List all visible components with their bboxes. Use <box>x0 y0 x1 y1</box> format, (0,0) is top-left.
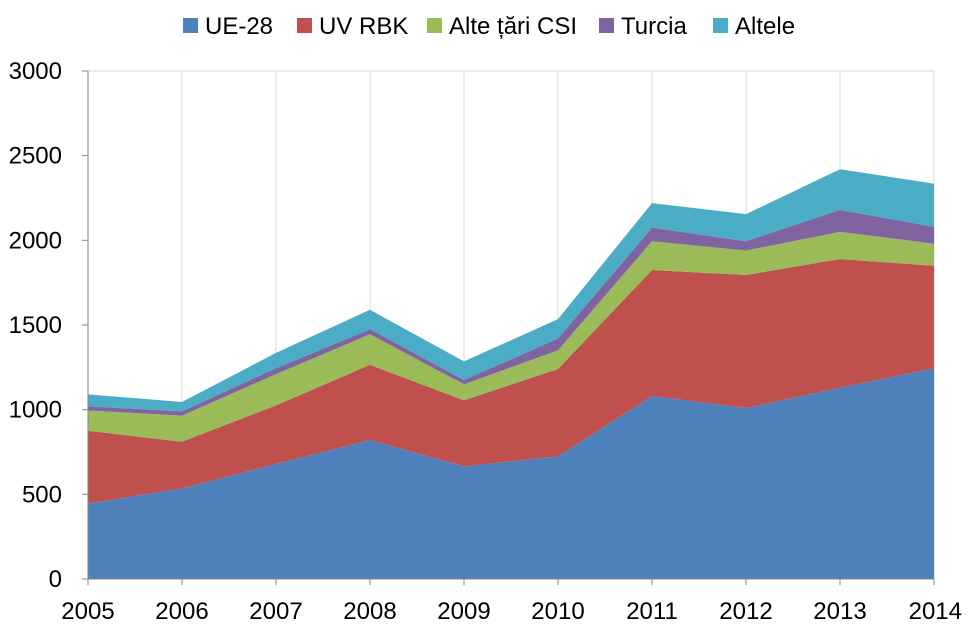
axes: 0 500 1000 1500 2000 2500 3000 2005 2006 2007 2008… <box>9 58 962 625</box>
legend-swatch <box>599 18 614 33</box>
legend-label: UE-28 <box>205 13 273 40</box>
y-tick-label: 0 <box>49 566 62 593</box>
x-tick-label: 2013 <box>813 598 866 625</box>
legend: UE-28 UV RBK Alte țări CSI Turcia Altele <box>183 13 795 40</box>
legend-swatch <box>183 18 198 33</box>
area-series-4 <box>88 169 934 412</box>
x-tick-label: 2010 <box>531 598 584 625</box>
x-tick-label: 2011 <box>626 598 678 625</box>
x-tick-label: 2005 <box>61 598 114 625</box>
legend-item-0: UE-28 <box>183 13 273 40</box>
y-tick-label: 3000 <box>9 58 62 85</box>
legend-swatch <box>427 18 442 33</box>
y-tick-label: 2500 <box>9 143 62 170</box>
legend-item-1: UV RBK <box>297 13 408 40</box>
x-tick-label: 2008 <box>343 598 396 625</box>
legend-swatch <box>297 18 312 33</box>
area-series-2 <box>88 231 934 442</box>
legend-item-2: Alte țări CSI <box>427 13 577 40</box>
legend-item-3: Turcia <box>599 13 687 40</box>
x-tick-label: 2012 <box>719 598 772 625</box>
y-tick-label: 1500 <box>9 312 62 339</box>
x-tick-label: 2006 <box>155 598 208 625</box>
area-series-0 <box>88 368 934 579</box>
y-tick-label: 2000 <box>9 227 62 254</box>
x-tick-label: 2007 <box>249 598 302 625</box>
legend-label: Turcia <box>621 13 687 40</box>
legend-label: Altele <box>735 13 795 40</box>
legend-swatch <box>713 18 728 33</box>
area-series-3 <box>88 209 934 416</box>
x-tick-label: 2014 <box>909 598 962 625</box>
legend-label: Alte țări CSI <box>449 13 577 40</box>
legend-label: UV RBK <box>319 13 408 40</box>
y-tick-label: 500 <box>22 481 62 508</box>
plot-areas <box>88 169 934 579</box>
legend-item-4: Altele <box>713 13 795 40</box>
y-tick-label: 1000 <box>9 397 62 424</box>
area-series-1 <box>88 259 934 504</box>
x-tick-label: 2009 <box>437 598 490 625</box>
